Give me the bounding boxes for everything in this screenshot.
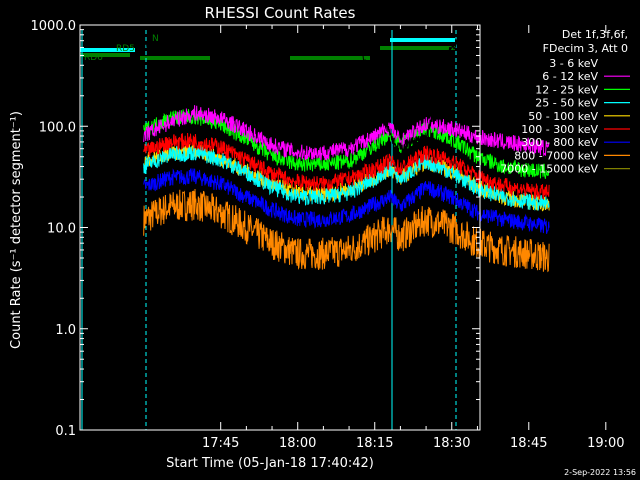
legend-header-line: FDecim 3, Att 0 <box>543 42 628 55</box>
x-tick-label: 18:15 <box>356 436 393 451</box>
x-tick-label: 18:30 <box>433 436 470 451</box>
legend-label: 12 - 25 keV <box>535 83 598 96</box>
chart-title: RHESSI Count Rates <box>205 4 356 22</box>
x-tick-label: 19:00 <box>587 436 624 451</box>
legend-label: 100 - 300 keV <box>521 123 598 136</box>
series-line-5 <box>143 132 550 201</box>
annotation-n: N <box>152 34 159 44</box>
series-line-7 <box>143 188 550 273</box>
y-tick-label: 100.0 <box>39 120 76 135</box>
legend-label: 3 - 6 keV <box>549 57 598 70</box>
y-tick-label: 0.1 <box>55 424 76 439</box>
y-tick-label: 1.0 <box>55 323 76 338</box>
legend-label: 800 - 7000 keV <box>514 149 598 162</box>
legend-label: 7000 - 15000 keV <box>500 163 598 176</box>
legend-header-line: Det 1f,3f,6f, <box>562 28 628 41</box>
legend-label: 300 - 800 keV <box>521 136 598 149</box>
legend-label: 50 - 100 keV <box>528 110 598 123</box>
x-tick-label: 18:00 <box>279 436 316 451</box>
legend-label: 6 - 12 keV <box>542 70 598 83</box>
y-tick-label: 10.0 <box>47 222 76 237</box>
y-axis-label: Count Rate (s⁻¹ detector segment⁻¹) <box>9 111 24 349</box>
x-axis-label: Start Time (05-Jan-18 17:40:42) <box>166 456 374 471</box>
series-line-1 <box>143 105 550 161</box>
x-tick-label: 18:45 <box>510 436 547 451</box>
footer-timestamp: 2-Sep-2022 13:56 <box>564 468 636 477</box>
plot-area: RD6 RD5 N <box>80 30 555 430</box>
series-line-3 <box>143 145 550 211</box>
series-line-6 <box>143 167 550 234</box>
legend-label: 25 - 50 keV <box>535 97 598 110</box>
axes: 1000.0 100.0 10.0 1.0 0.1 17:45 18:00 18:15 18:3… <box>31 19 625 451</box>
y-tick-label: 1000.0 <box>31 19 77 34</box>
series-line-2 <box>143 108 550 179</box>
annotation-rd6: RD6 <box>84 53 103 63</box>
annotation-rd5: RD5 <box>116 44 135 54</box>
x-tick-label: 17:45 <box>202 436 239 451</box>
series-line-0 <box>143 37 555 152</box>
